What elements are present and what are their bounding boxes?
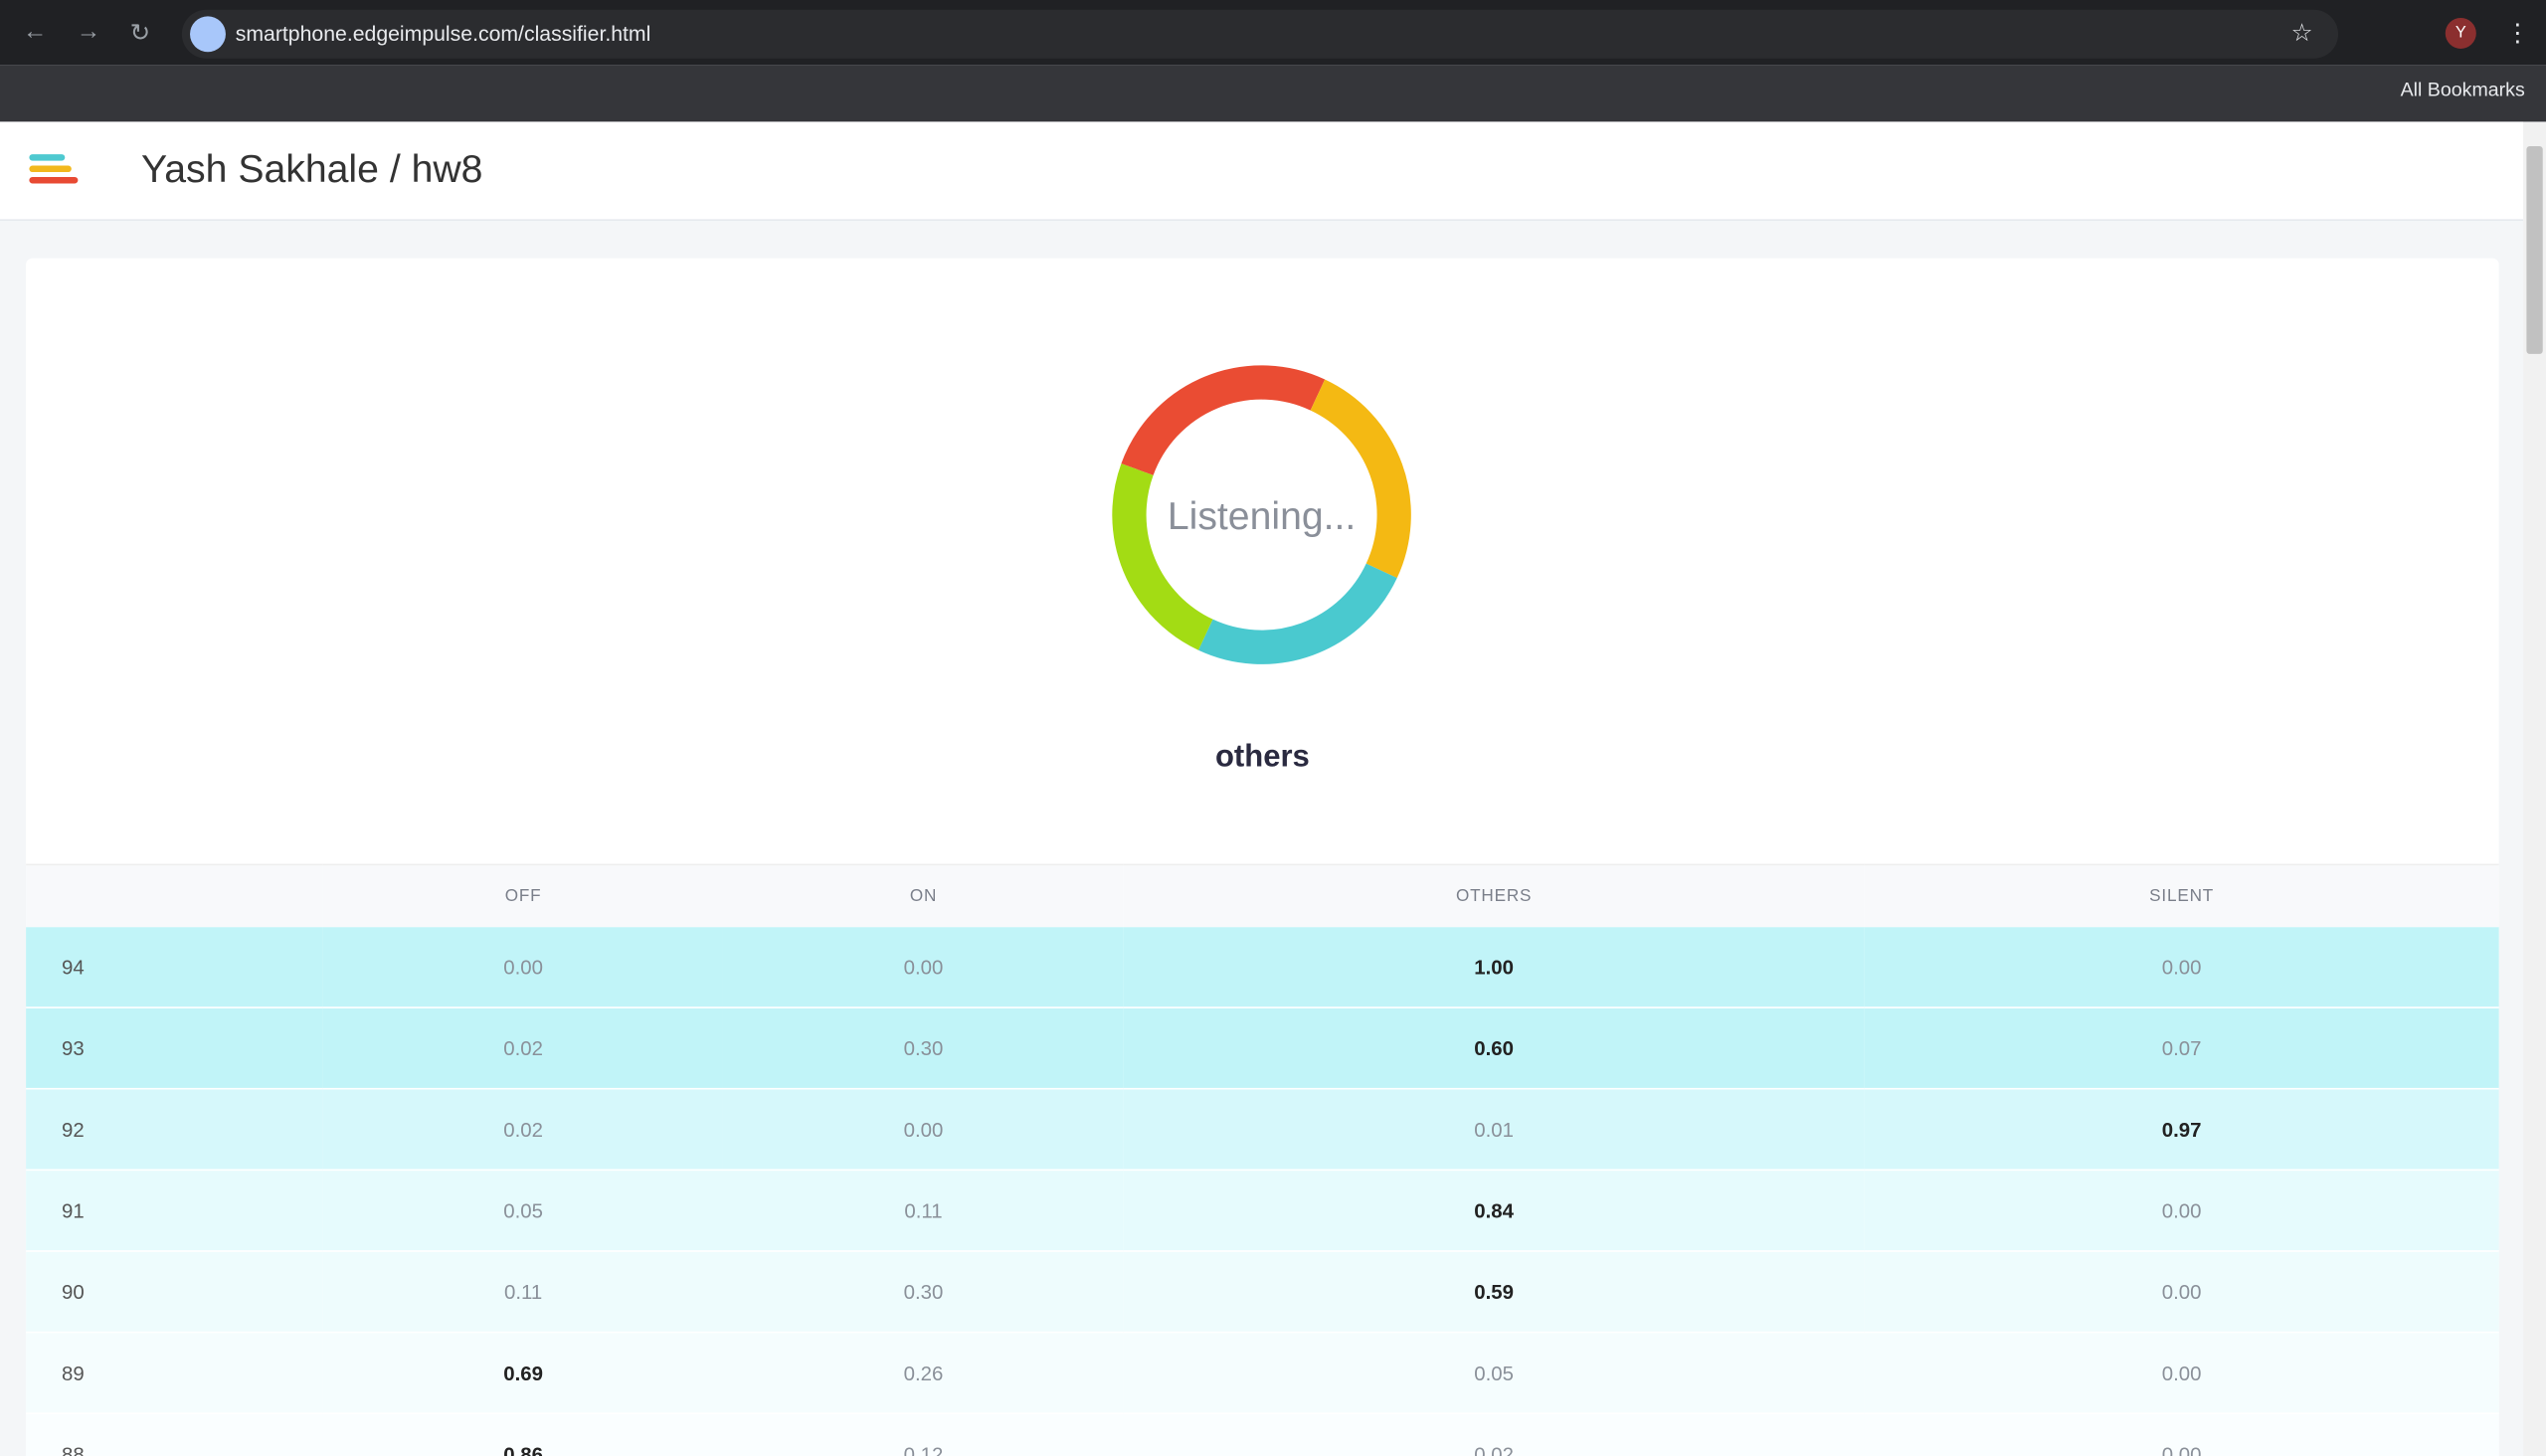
column-header: SILENT <box>1864 863 2499 928</box>
result-row: 89 0.69 0.26 0.05 0.00 <box>26 1332 2499 1415</box>
score: 0.00 <box>1864 927 2499 1008</box>
score: 0.60 <box>1123 1007 1865 1090</box>
score: 0.97 <box>1864 1088 2499 1172</box>
row-id: 90 <box>26 1250 323 1334</box>
row-id: 93 <box>26 1007 323 1090</box>
menu[interactable]: ⋮ <box>2505 19 2530 48</box>
reload[interactable]: ↻ <box>129 19 151 48</box>
profile[interactable]: Y <box>2445 17 2476 49</box>
address-bar[interactable]: smartphone.edgeimpulse.com/classifier.ht… <box>181 9 2339 59</box>
row-id: 92 <box>26 1088 323 1172</box>
logo <box>29 154 79 184</box>
result-row: 94 0.00 0.00 1.00 0.00 <box>26 927 2499 1008</box>
column-header: OTHERS <box>1123 863 1865 928</box>
score: 0.00 <box>322 927 724 1008</box>
column-header: OFF <box>322 863 724 928</box>
score: 0.11 <box>723 1170 1124 1252</box>
header: Yash Sakhale / hw8 <box>0 121 2524 222</box>
score: 0.84 <box>1123 1170 1865 1252</box>
score: 0.69 <box>322 1332 724 1415</box>
predicted-label: others <box>1214 740 1310 775</box>
score: 0.02 <box>322 1088 724 1172</box>
scrollbar[interactable] <box>2523 121 2546 1456</box>
row-id: 89 <box>26 1332 323 1415</box>
header-cell <box>26 863 323 928</box>
score: 0.30 <box>723 1250 1124 1334</box>
result-row: 88 0.86 0.12 0.02 0.00 <box>26 1413 2499 1456</box>
back[interactable]: ← <box>22 17 48 46</box>
score: 0.05 <box>1123 1332 1865 1415</box>
score: 0.00 <box>723 927 1124 1008</box>
mic-icon <box>190 16 226 53</box>
browser-toolbar: ← → ↻ smartphone.edgeimpulse.com/classif… <box>0 0 2546 66</box>
app: Yash Sakhale / hw8 Listening... others O… <box>0 121 2524 1456</box>
score: 0.00 <box>1864 1170 2499 1252</box>
status: Listening... <box>1168 495 1356 538</box>
score: 0.02 <box>1123 1413 1865 1456</box>
project-title: Yash Sakhale / hw8 <box>141 147 483 192</box>
header-row: OFF ON OTHERS SILENT <box>26 863 2499 928</box>
score: 0.00 <box>723 1088 1124 1172</box>
forward[interactable]: → <box>76 17 101 46</box>
score: 0.26 <box>723 1332 1124 1415</box>
row-id: 91 <box>26 1170 323 1252</box>
result-row: 93 0.02 0.30 0.60 0.07 <box>26 1007 2499 1090</box>
bookmark-star[interactable]: ☆ <box>2290 19 2313 48</box>
score: 0.07 <box>1864 1007 2499 1090</box>
score: 0.02 <box>322 1007 724 1090</box>
column-header: ON <box>723 863 1124 928</box>
donut: Listening... <box>1112 365 1411 664</box>
row-id: 88 <box>26 1413 323 1456</box>
result-row: 91 0.05 0.11 0.84 0.00 <box>26 1170 2499 1252</box>
score: 0.00 <box>1864 1413 2499 1456</box>
score: 0.30 <box>723 1007 1124 1090</box>
classifier-card: Listening... others OFF ON OTHERS SILENT 94… <box>26 258 2499 1456</box>
score: 0.00 <box>1864 1250 2499 1334</box>
score: 0.12 <box>723 1413 1124 1456</box>
bookmarks-bar <box>0 65 2546 122</box>
score: 0.05 <box>322 1170 724 1252</box>
results-table: OFF ON OTHERS SILENT 94 0.00 0.00 1.00 0.00 93 0.… <box>26 863 2499 1456</box>
score: 1.00 <box>1123 927 1865 1008</box>
score: 0.86 <box>322 1413 724 1456</box>
score: 0.11 <box>322 1250 724 1334</box>
result-row: 92 0.02 0.00 0.01 0.97 <box>26 1088 2499 1172</box>
result-row: 90 0.11 0.30 0.59 0.00 <box>26 1250 2499 1334</box>
score: 0.00 <box>1864 1332 2499 1415</box>
all-bookmarks[interactable]: All Bookmarks <box>2400 78 2525 101</box>
row-id: 94 <box>26 927 323 1008</box>
score: 0.59 <box>1123 1250 1865 1334</box>
url: smartphone.edgeimpulse.com/classifier.ht… <box>235 21 651 46</box>
score: 0.01 <box>1123 1088 1865 1172</box>
scroll-thumb[interactable] <box>2526 145 2543 354</box>
